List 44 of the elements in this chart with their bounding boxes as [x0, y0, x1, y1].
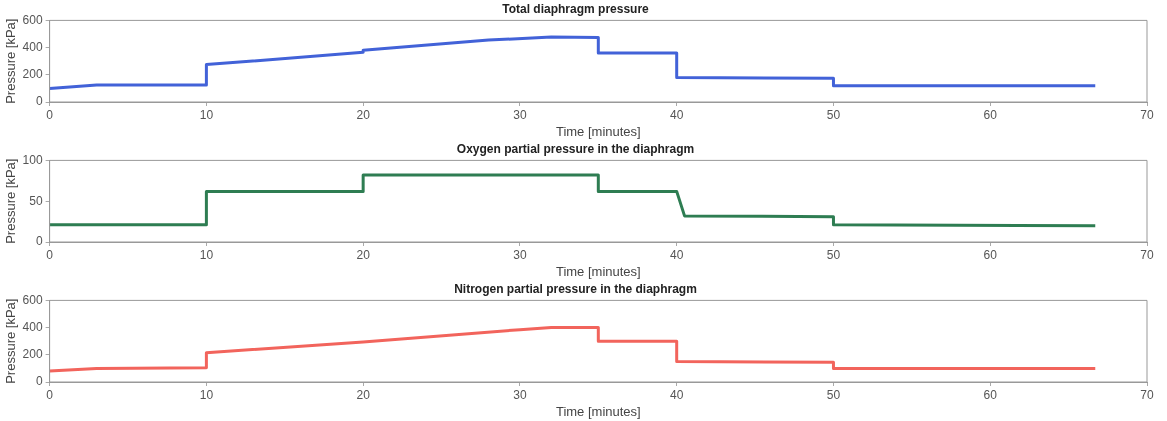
- y-tick-label: 0: [35, 374, 43, 389]
- y-tick-label: 600: [22, 292, 43, 307]
- y-tick-label: 200: [22, 347, 43, 362]
- x-tick-label: 10: [199, 247, 214, 262]
- x-tick-label: 60: [983, 107, 998, 122]
- y-axis-title: Pressure [kPa]: [3, 158, 19, 244]
- x-tick-label: 10: [199, 107, 214, 122]
- y-tick-label: 50: [29, 193, 43, 208]
- y-tick-label: 400: [22, 319, 43, 334]
- x-tick-label: 0: [46, 247, 54, 262]
- x-tick-label: 70: [1140, 387, 1154, 402]
- y-tick-label: 0: [35, 94, 43, 109]
- x-tick-label: 20: [356, 387, 371, 402]
- x-tick-label: 70: [1140, 247, 1154, 262]
- y-tick-label: 600: [22, 12, 43, 27]
- y-tick-label: 0: [35, 234, 43, 249]
- x-tick-label: 0: [46, 107, 54, 122]
- x-axis-title: Time [minutes]: [555, 123, 641, 139]
- x-tick-label: 60: [983, 387, 998, 402]
- chart-title: Oxygen partial pressure in the diaphragm: [456, 141, 695, 156]
- x-axis-title: Time [minutes]: [555, 263, 641, 279]
- x-tick-label: 70: [1140, 107, 1154, 122]
- y-axis-title: Pressure [kPa]: [3, 18, 19, 104]
- y-tick-label: 100: [22, 152, 43, 167]
- x-tick-label: 20: [356, 107, 371, 122]
- x-tick-label: 50: [826, 247, 841, 262]
- y-tick-label: 400: [22, 39, 43, 54]
- x-tick-label: 30: [513, 107, 527, 122]
- x-tick-label: 20: [356, 247, 371, 262]
- x-tick-label: 50: [826, 387, 841, 402]
- x-tick-label: 60: [983, 247, 998, 262]
- x-tick-label: 40: [670, 387, 684, 402]
- x-tick-label: 10: [199, 387, 214, 402]
- x-tick-label: 50: [826, 107, 841, 122]
- x-tick-label: 0: [46, 387, 54, 402]
- x-tick-label: 30: [513, 247, 527, 262]
- y-tick-label: 200: [22, 67, 43, 82]
- chart-title: Total diaphragm pressure: [502, 1, 650, 16]
- x-axis-title: Time [minutes]: [555, 403, 641, 419]
- x-tick-label: 30: [513, 387, 527, 402]
- y-axis-title: Pressure [kPa]: [3, 298, 19, 384]
- x-tick-label: 40: [670, 247, 684, 262]
- chart-title: Nitrogen partial pressure in the diaphragm: [454, 281, 697, 296]
- x-tick-label: 40: [670, 107, 684, 122]
